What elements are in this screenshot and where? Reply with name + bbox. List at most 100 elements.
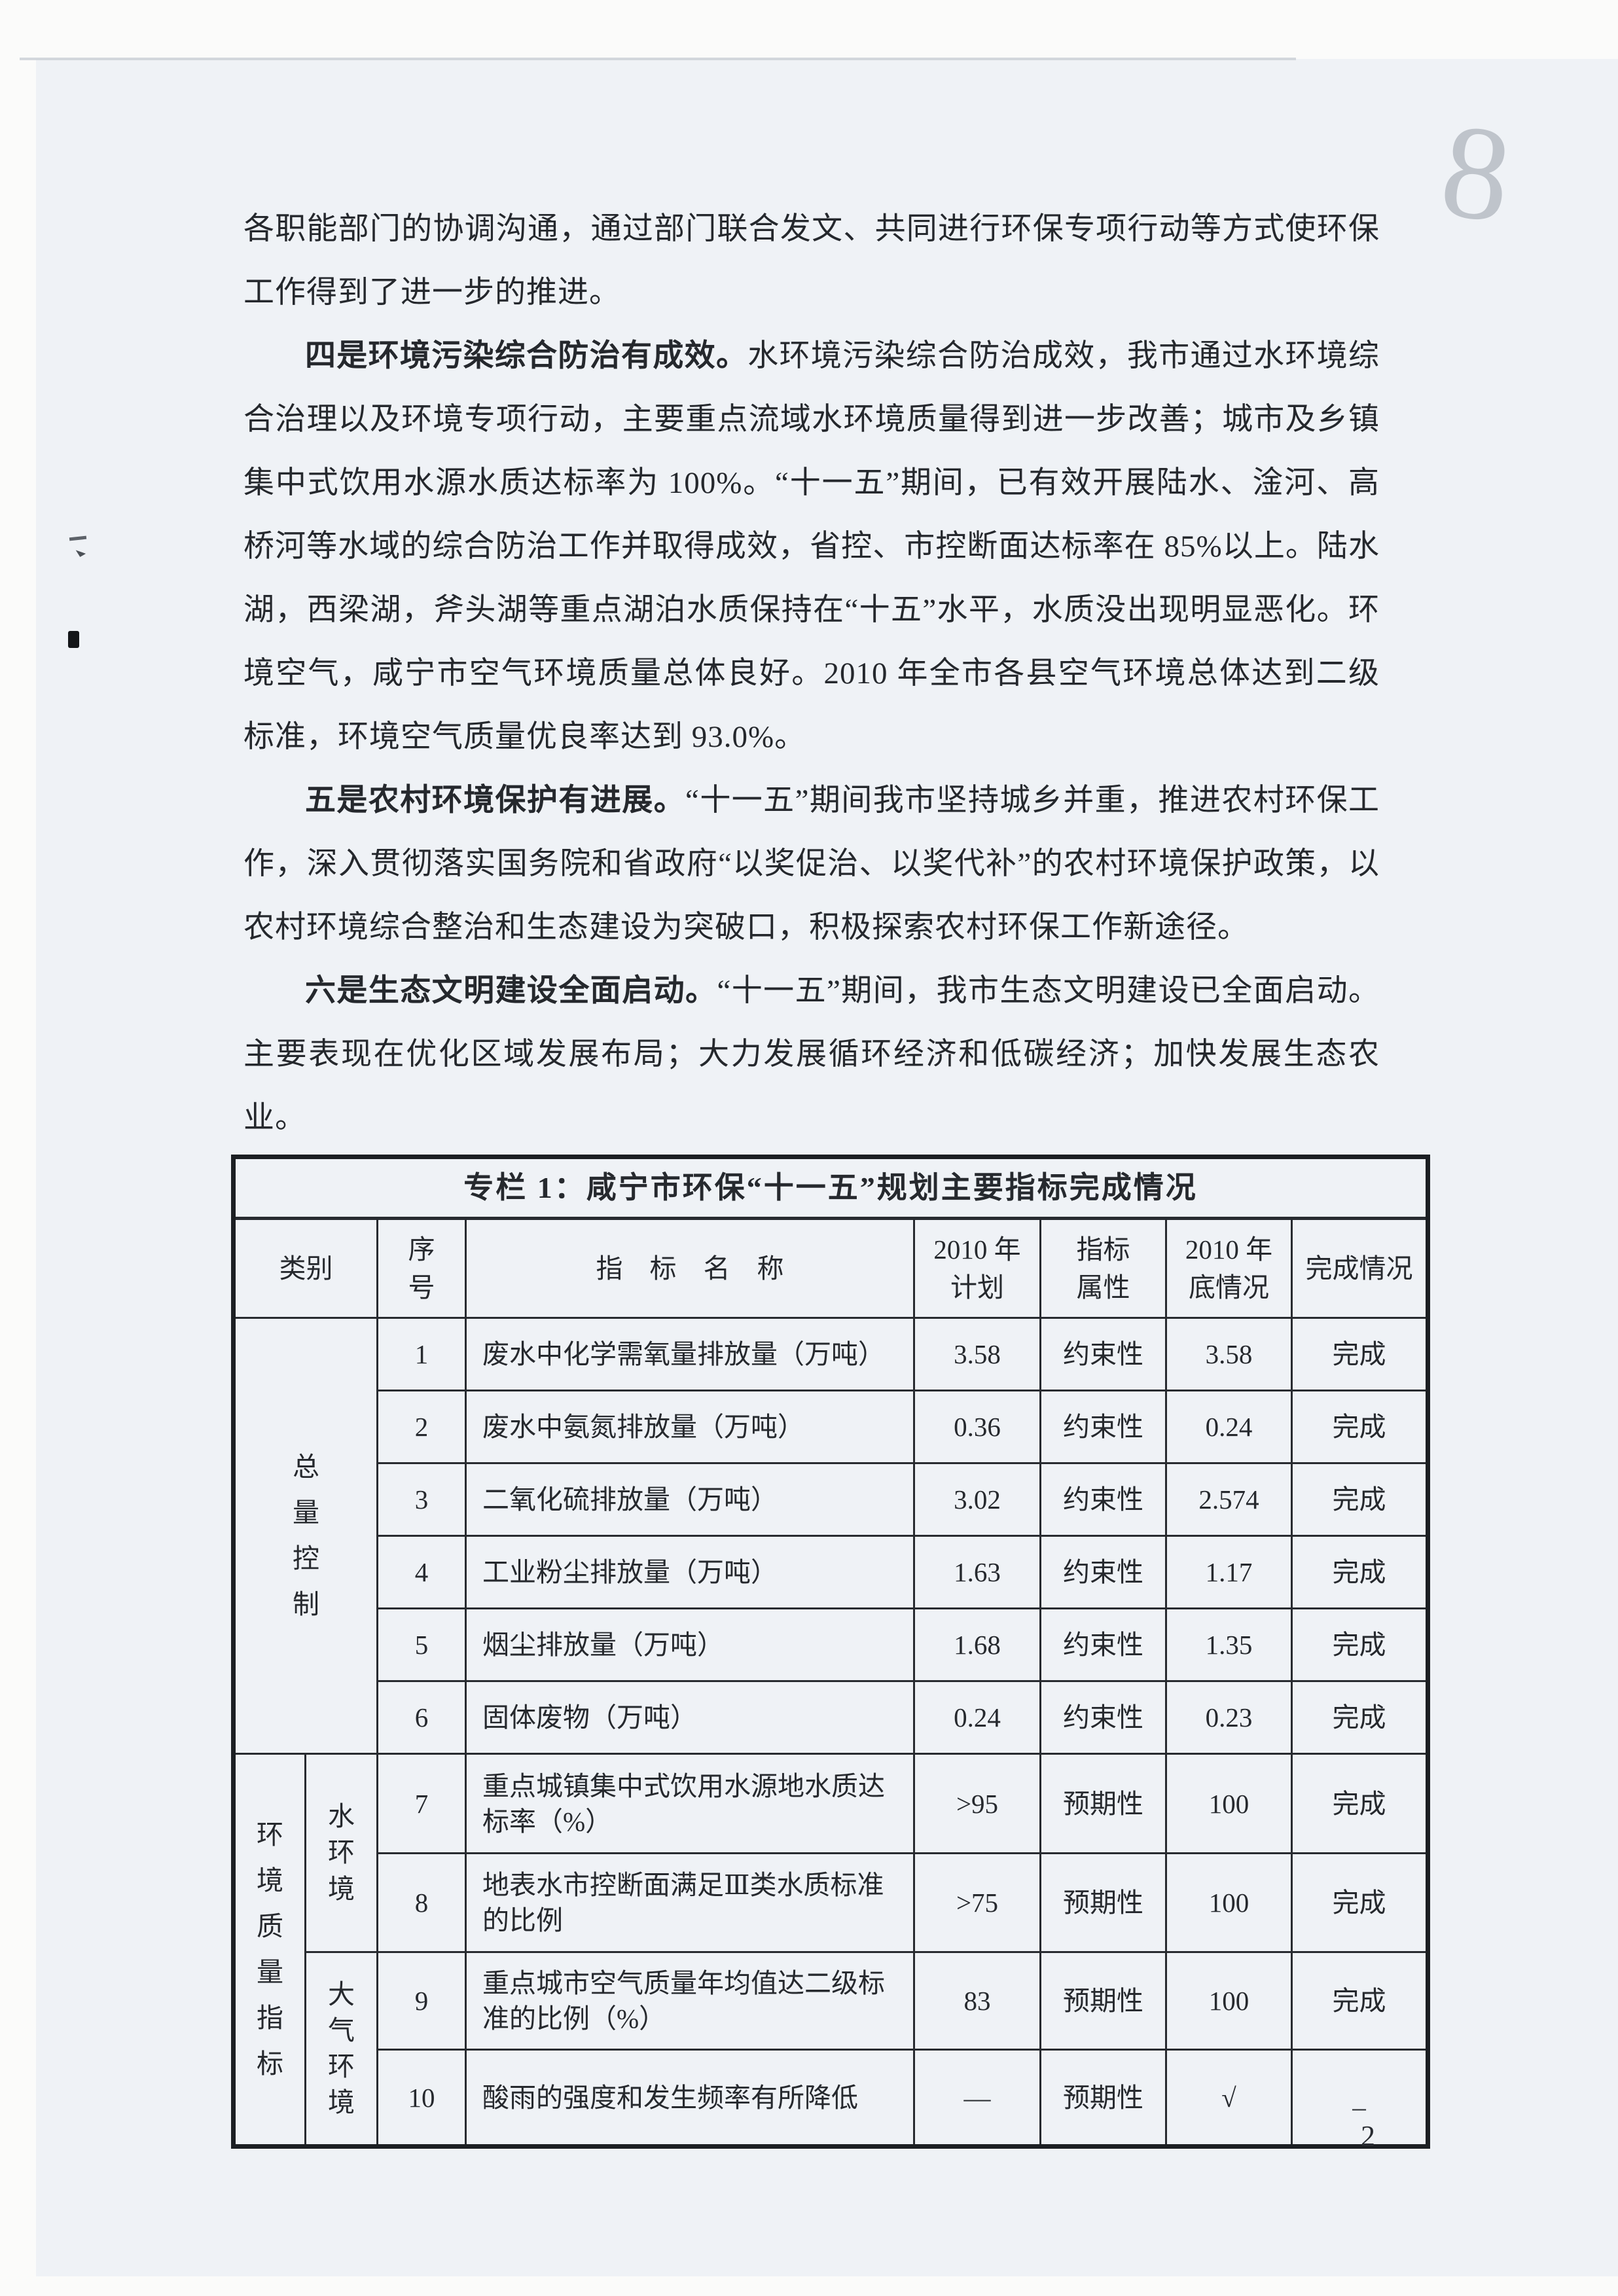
paragraph-point-five: 五是农村环境保护有进展。“十一五”期间我市坚持城乡并重，推进农村环保工作，深入贯… bbox=[243, 769, 1380, 960]
cell-indicator-name: 地表水市控断面满足Ⅲ类水质标准的比例 bbox=[465, 1852, 915, 1953]
table-row: 2 废水中氨氮排放量（万吨） 0.36 约束性 0.24 完成 bbox=[234, 1390, 1429, 1464]
cell-plan: 83 bbox=[913, 1951, 1041, 2051]
cell-attribute: 约束性 bbox=[1039, 1535, 1167, 1609]
cell-status: 完成 bbox=[1291, 1462, 1429, 1537]
cell-indicator-name: 废水中化学需氧量排放量（万吨） bbox=[465, 1317, 915, 1391]
cell-attribute: 预期性 bbox=[1039, 2049, 1167, 2147]
cell-indicator-name: 重点城市空气质量年均值达二级标准的比例（%） bbox=[465, 1951, 915, 2051]
cell-indicator-name: 二氧化硫排放量（万吨） bbox=[465, 1462, 915, 1537]
header-attribute: 指标 属性 bbox=[1039, 1217, 1167, 1319]
header-2010-plan: 2010 年 计划 bbox=[913, 1217, 1041, 1319]
subcategory-water-env: 水环境 bbox=[304, 1753, 378, 1953]
header-category: 类别 bbox=[232, 1217, 378, 1319]
cell-status: 完成 bbox=[1291, 1535, 1429, 1609]
cell-actual: 2.574 bbox=[1165, 1462, 1293, 1537]
cell-indicator-name: 重点城镇集中式饮用水源地水质达标率（%） bbox=[465, 1753, 915, 1854]
cell-no: 1 bbox=[376, 1317, 467, 1391]
indicator-table-wrapper: 专栏 1：咸宁市环保“十一五”规划主要指标完成情况 类别 序 号 指 标 名 称… bbox=[231, 1155, 1430, 2149]
cell-status: 完成 bbox=[1291, 1390, 1429, 1464]
cell-status: 完成 bbox=[1291, 1317, 1429, 1391]
header-status: 完成情况 bbox=[1291, 1217, 1429, 1319]
cell-attribute: 约束性 bbox=[1039, 1390, 1167, 1464]
header-2010-actual: 2010 年 底情况 bbox=[1165, 1217, 1293, 1319]
cell-no: 4 bbox=[376, 1535, 467, 1609]
handwritten-page-number: 8 bbox=[1433, 95, 1519, 251]
paragraph-text: “十一五”期间我市坚持城乡并重，推进农村环保工作，深入贯彻落实国务院和省政府“以… bbox=[243, 783, 1380, 944]
cell-indicator-name: 酸雨的强度和发生频率有所降低 bbox=[465, 2049, 915, 2147]
cell-actual: 1.35 bbox=[1165, 1607, 1293, 1682]
cell-attribute: 约束性 bbox=[1039, 1462, 1167, 1537]
cell-plan: 3.02 bbox=[913, 1462, 1041, 1537]
cell-no: 5 bbox=[376, 1607, 467, 1682]
table-title-row: 专栏 1：咸宁市环保“十一五”规划主要指标完成情况 bbox=[232, 1156, 1429, 1220]
category-total-control: 总量控制 bbox=[232, 1317, 378, 1755]
cell-plan: 0.24 bbox=[913, 1680, 1041, 1755]
cell-plan: 1.68 bbox=[913, 1607, 1041, 1682]
table-row: 8 地表水市控断面满足Ⅲ类水质标准的比例 >75 预期性 100 完成 bbox=[234, 1852, 1429, 1953]
cell-status: 完成 bbox=[1291, 1951, 1429, 2051]
category-env-quality: 环境质量指标 bbox=[232, 1753, 306, 2147]
cell-plan: 1.63 bbox=[913, 1535, 1041, 1609]
margin-ink-blob bbox=[68, 631, 79, 648]
cell-status: 完成 bbox=[1291, 1680, 1429, 1755]
cell-actual: 0.24 bbox=[1165, 1390, 1293, 1464]
cell-actual: 3.58 bbox=[1165, 1317, 1293, 1391]
paragraph-text: 水环境污染综合防治成效，我市通过水环境综合治理以及环境专项行动，主要重点流域水环… bbox=[243, 339, 1380, 754]
cell-no: 3 bbox=[376, 1462, 467, 1537]
cell-status: 完成 bbox=[1291, 1852, 1429, 1953]
cell-no: 2 bbox=[376, 1390, 467, 1464]
cell-actual: 100 bbox=[1165, 1852, 1293, 1953]
header-indicator-name: 指 标 名 称 bbox=[465, 1217, 915, 1319]
table-row: 4 工业粉尘排放量（万吨） 1.63 约束性 1.17 完成 bbox=[234, 1535, 1429, 1609]
cell-no: 8 bbox=[376, 1852, 467, 1953]
cell-actual: 1.17 bbox=[1165, 1535, 1293, 1609]
cell-status: 完成 bbox=[1291, 1753, 1429, 1854]
cell-plan: >95 bbox=[913, 1753, 1041, 1854]
cell-indicator-name: 废水中氨氮排放量（万吨） bbox=[465, 1390, 915, 1464]
cell-status: _ bbox=[1291, 2049, 1429, 2147]
page-number: 2 bbox=[1361, 2120, 1375, 2152]
indicator-table: 专栏 1：咸宁市环保“十一五”规划主要指标完成情况 类别 序 号 指 标 名 称… bbox=[231, 1155, 1430, 2149]
cell-no: 10 bbox=[376, 2049, 467, 2147]
cell-attribute: 约束性 bbox=[1039, 1607, 1167, 1682]
cell-actual: √ bbox=[1165, 2049, 1293, 2147]
cell-no: 7 bbox=[376, 1753, 467, 1854]
paragraph-text: “十一五”期间，我市生态文明建设已全面启动。主要表现在优化区域发展布局；大力发展… bbox=[243, 974, 1380, 1135]
table-row: 大气环境 9 重点城市空气质量年均值达二级标准的比例（%） 83 预期性 100… bbox=[234, 1951, 1429, 2147]
paragraph-point-six: 六是生态文明建设全面启动。“十一五”期间，我市生态文明建设已全面启动。主要表现在… bbox=[243, 960, 1380, 1150]
cell-indicator-name: 工业粉尘排放量（万吨） bbox=[465, 1535, 915, 1609]
paragraph-continued: 各职能部门的协调沟通，通过部门联合发文、共同进行环保专项行动等方式使环保工作得到… bbox=[243, 198, 1380, 325]
table-row: 5 烟尘排放量（万吨） 1.68 约束性 1.35 完成 bbox=[234, 1607, 1429, 1682]
table-row: 10 酸雨的强度和发生频率有所降低 — 预期性 √ _ bbox=[234, 2049, 1429, 2147]
paragraph-lead: 四是环境污染综合防治有成效。 bbox=[305, 339, 748, 373]
header-no: 序 号 bbox=[376, 1217, 467, 1319]
cell-attribute: 预期性 bbox=[1039, 1951, 1167, 2051]
body-text: 各职能部门的协调沟通，通过部门联合发文、共同进行环保专项行动等方式使环保工作得到… bbox=[243, 198, 1380, 1150]
cell-attribute: 预期性 bbox=[1039, 1753, 1167, 1854]
table-row: 环境质量指标 水环境 7 重点城镇集中式饮用水源地水质达标率（%） >95 预期… bbox=[232, 1753, 1429, 2147]
cell-plan: 0.36 bbox=[913, 1390, 1041, 1464]
paragraph-text: 各职能部门的协调沟通，通过部门联合发文、共同进行环保专项行动等方式使环保工作得到… bbox=[243, 212, 1380, 310]
table-title: 专栏 1：咸宁市环保“十一五”规划主要指标完成情况 bbox=[232, 1156, 1429, 1220]
cell-indicator-name: 烟尘排放量（万吨） bbox=[465, 1607, 915, 1682]
scan-top-edge-artifact bbox=[20, 58, 1296, 60]
cell-no: 9 bbox=[376, 1951, 467, 2051]
cell-plan: >75 bbox=[913, 1852, 1041, 1953]
table-row: 3 二氧化硫排放量（万吨） 3.02 约束性 2.574 完成 bbox=[234, 1462, 1429, 1537]
subcategory-air-env: 大气环境 bbox=[304, 1951, 378, 2147]
table-header-row: 类别 序 号 指 标 名 称 2010 年 计划 指标 属性 2010 年 底情… bbox=[232, 1217, 1429, 1319]
paragraph-lead: 五是农村环境保护有进展。 bbox=[305, 783, 686, 817]
table-row: 总量控制 1 废水中化学需氧量排放量（万吨） 3.58 约束性 3.58 完成 bbox=[232, 1317, 1429, 1755]
cell-actual: 100 bbox=[1165, 1753, 1293, 1854]
paragraph-point-four: 四是环境污染综合防治有成效。水环境污染综合防治成效，我市通过水环境综合治理以及环… bbox=[243, 325, 1380, 769]
paragraph-lead: 六是生态文明建设全面启动。 bbox=[305, 974, 717, 1008]
cell-actual: 100 bbox=[1165, 1951, 1293, 2051]
table-row: 6 固体废物（万吨） 0.24 约束性 0.23 完成 bbox=[234, 1680, 1429, 1755]
cell-attribute: 约束性 bbox=[1039, 1317, 1167, 1391]
cell-indicator-name: 固体废物（万吨） bbox=[465, 1680, 915, 1755]
cell-plan: — bbox=[913, 2049, 1041, 2147]
cell-attribute: 预期性 bbox=[1039, 1852, 1167, 1953]
cell-plan: 3.58 bbox=[913, 1317, 1041, 1391]
cell-actual: 0.23 bbox=[1165, 1680, 1293, 1755]
cell-status: 完成 bbox=[1291, 1607, 1429, 1682]
